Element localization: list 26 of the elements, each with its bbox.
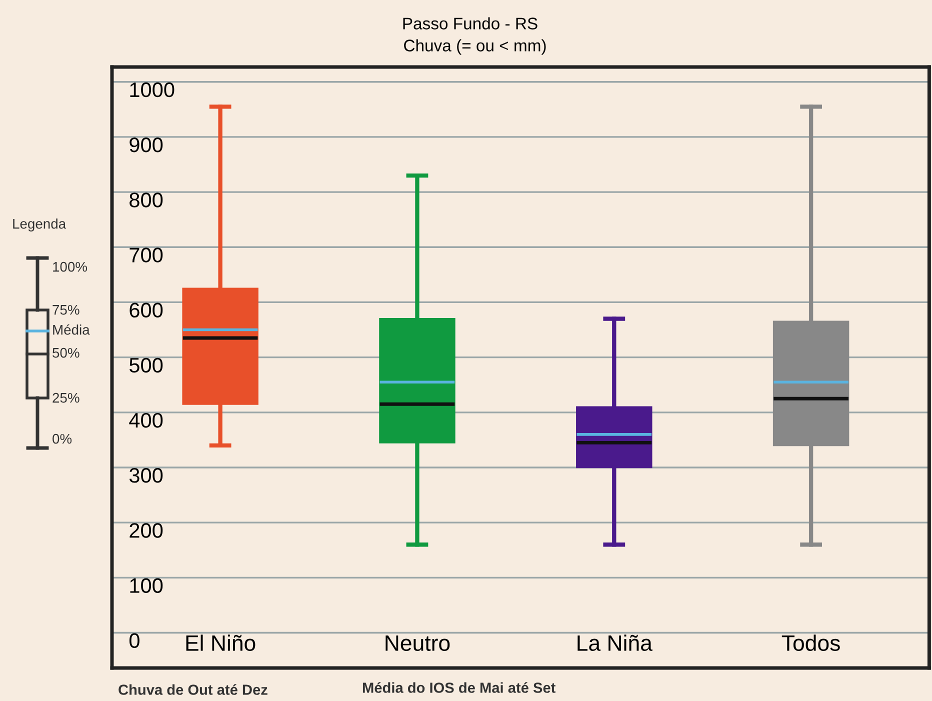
text: Chuva de Out até Dez [118, 684, 268, 695]
text: 25% [52, 392, 80, 403]
text: Média do IOS de Mai até Set [362, 682, 556, 693]
chart-title: Passo Fundo - RS [403, 17, 538, 30]
x-tick-label: Todos [782, 634, 840, 651]
y-tick-label: 800 [130, 192, 163, 208]
x-tick-label: Neutro [386, 635, 450, 651]
y-tick-label: 200 [130, 523, 163, 538]
y-tick-label: 300 [129, 468, 163, 483]
text: 0% [52, 434, 72, 444]
y-tick-label: 0 [129, 633, 140, 648]
text: 75% [52, 304, 80, 315]
y-tick-label: 100 [130, 578, 163, 593]
y-tick-label: 600 [130, 302, 163, 318]
chart-subtitle: Chuva (= ou < mm) [404, 39, 546, 55]
text: 50% [52, 348, 80, 358]
y-tick-label: 500 [130, 358, 163, 373]
text: 100% [53, 262, 88, 272]
y-tick-label: 400 [129, 412, 163, 428]
x-tick-label: La Niña [578, 634, 652, 651]
text: Média [53, 324, 90, 335]
x-tick-label: El Niño [186, 634, 256, 651]
y-tick-label: 700 [130, 248, 163, 262]
y-tick-label: 1000 [130, 82, 174, 98]
text: Legenda [13, 218, 66, 232]
y-tick-label: 900 [130, 138, 163, 152]
